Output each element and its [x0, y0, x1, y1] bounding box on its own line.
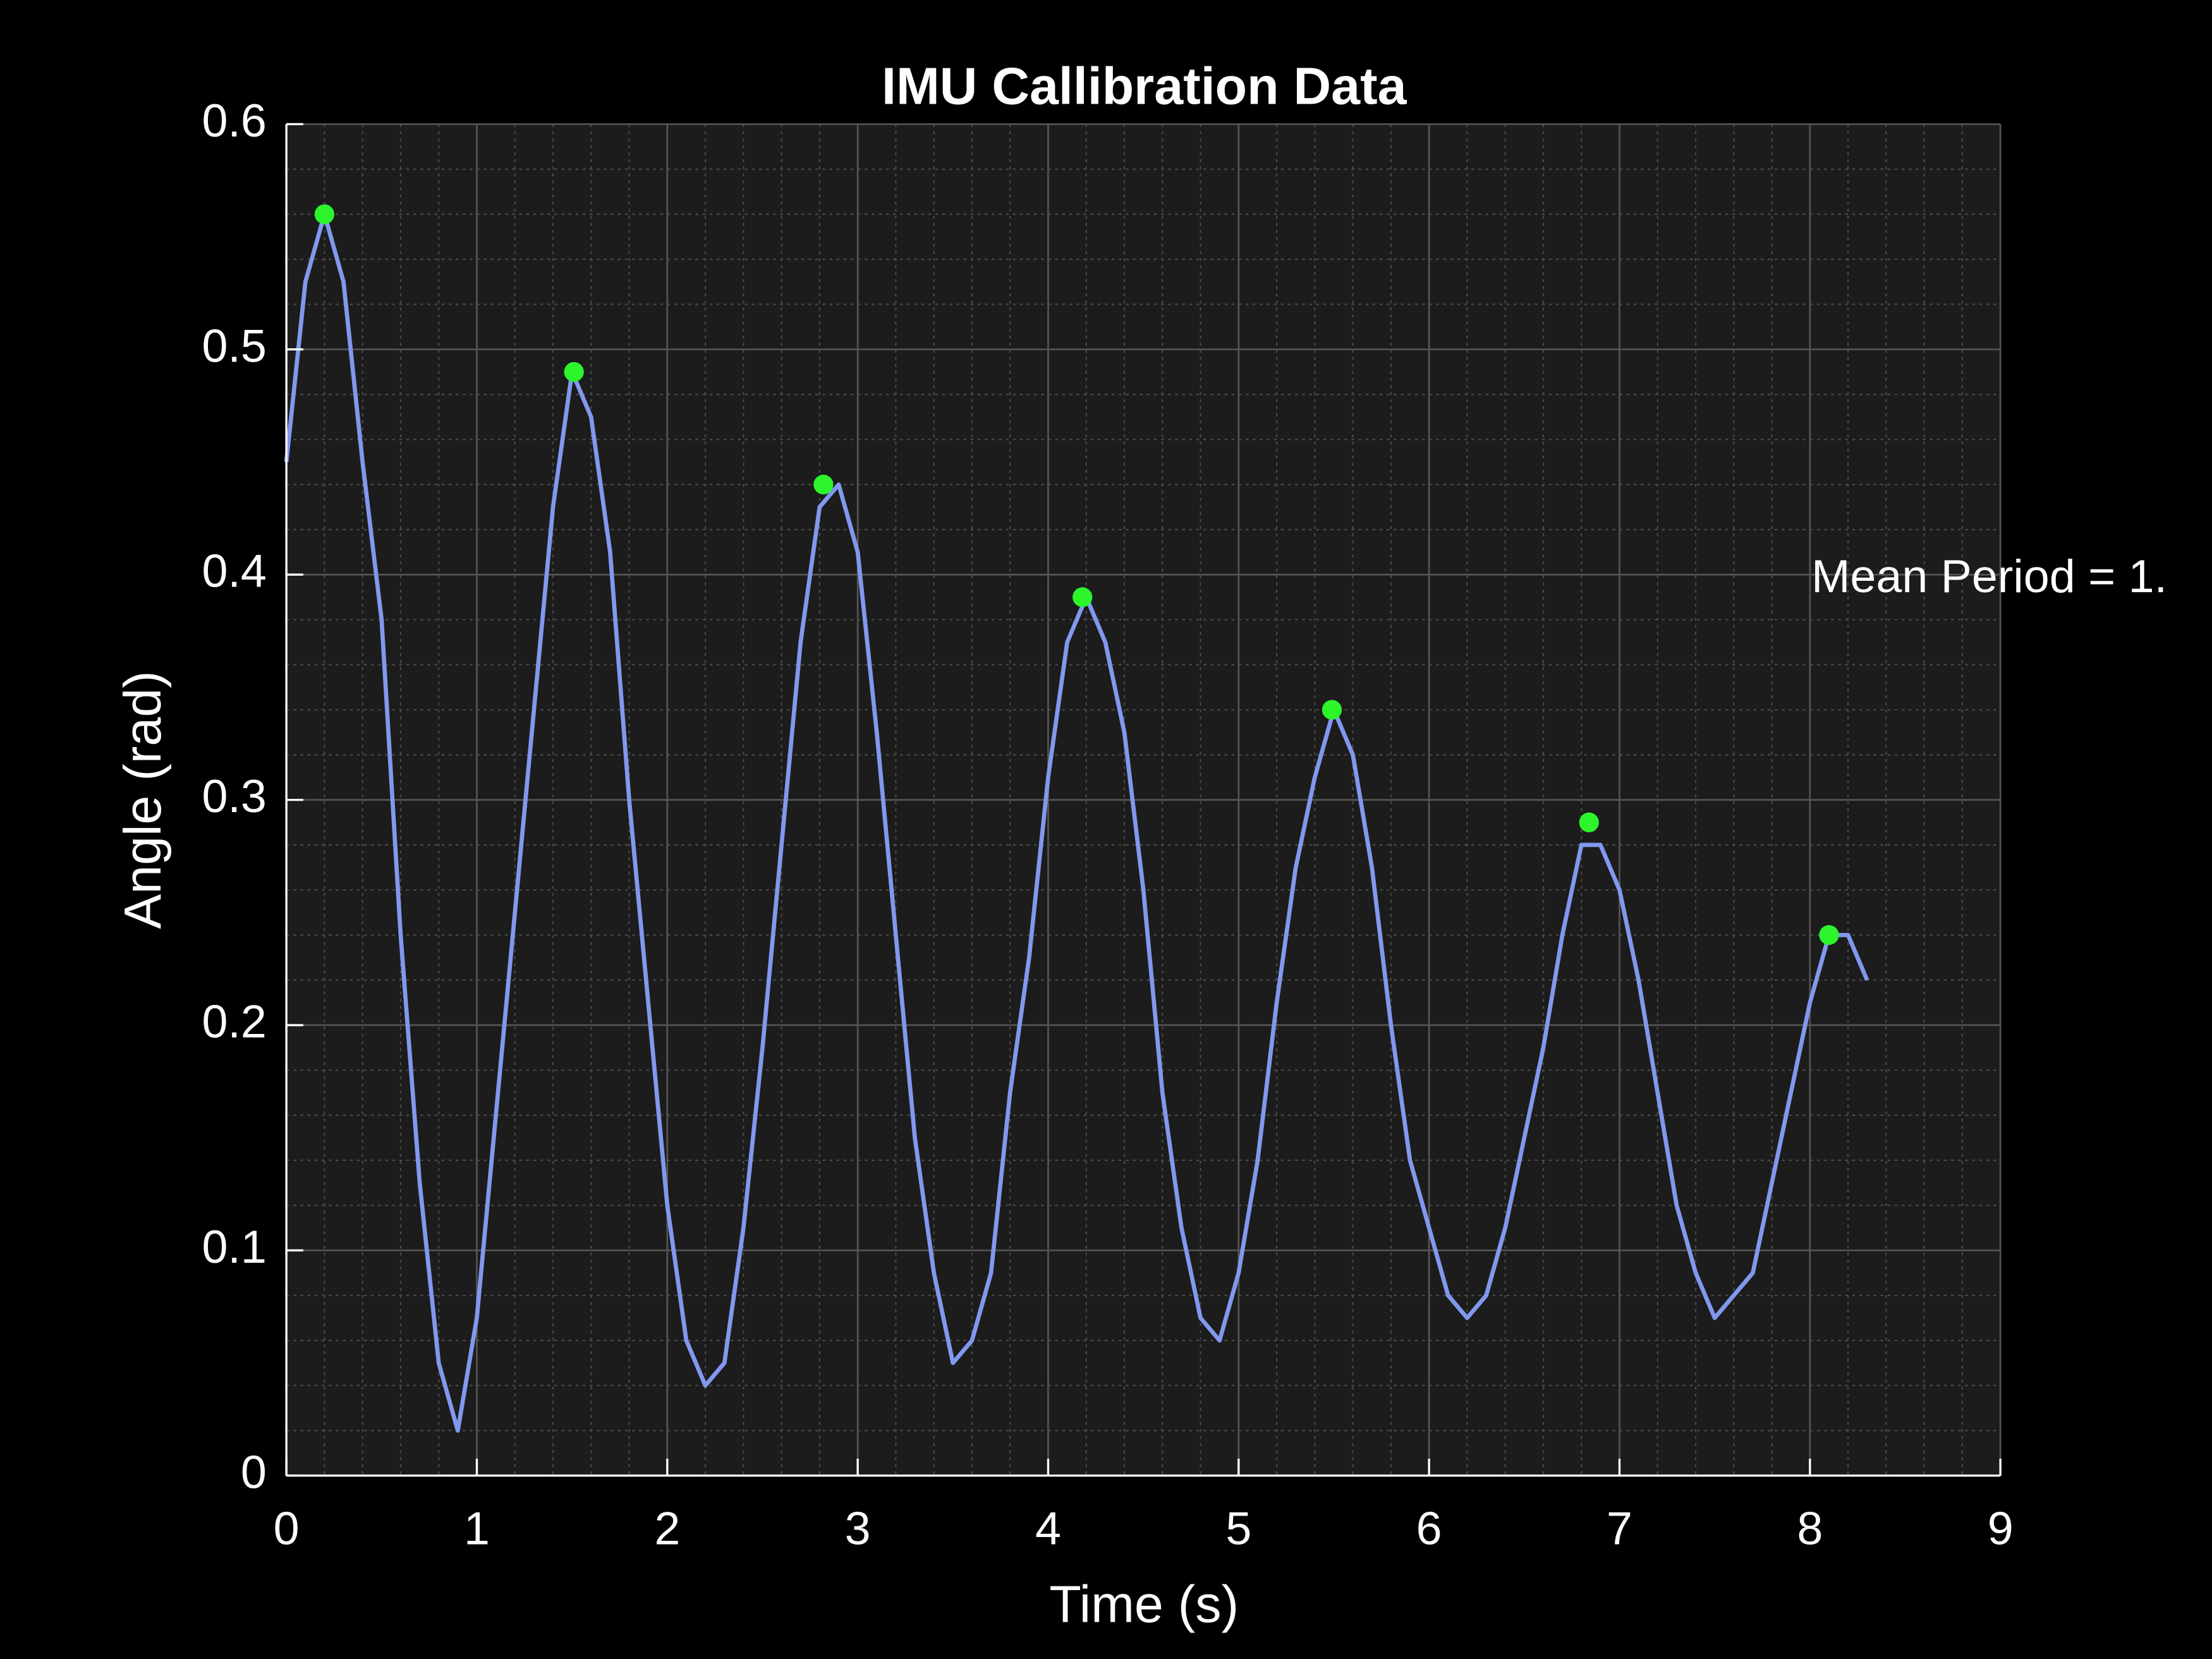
- x-axis-label: Time (s): [1049, 1575, 1239, 1633]
- peak-marker: [314, 204, 335, 224]
- x-tick-label: 0: [274, 1502, 300, 1555]
- x-tick-label: 7: [1607, 1502, 1632, 1555]
- peak-marker: [1579, 812, 1599, 832]
- peak-marker: [1819, 925, 1839, 945]
- y-tick-label: 0.2: [202, 995, 266, 1047]
- peak-marker: [813, 475, 834, 495]
- data-line: [284, 212, 1869, 1433]
- y-axis-label: Angle (rad): [114, 671, 172, 929]
- marks: [284, 204, 1869, 1433]
- annotation: Mean Period = 1.: [1811, 550, 2167, 602]
- x-tick-label: 4: [1035, 1502, 1061, 1555]
- axes: 0 1 2 3 4 5 6 7 8 9 0 0.1 0.2 0.3 0.4 0.5 0.6: [202, 94, 2013, 1555]
- y-tick-label: 0.3: [202, 770, 266, 822]
- x-tick-label: 6: [1416, 1502, 1442, 1555]
- y-tick-label: 0.5: [202, 319, 266, 372]
- y-tick-label: 0.4: [202, 545, 266, 597]
- peak-marker: [1073, 587, 1093, 607]
- peak-marker: [1322, 700, 1342, 720]
- y-tick-label: 0.6: [202, 94, 266, 147]
- x-tick-label: 5: [1225, 1502, 1251, 1555]
- x-tick-label: 8: [1797, 1502, 1823, 1555]
- x-tick-label: 1: [464, 1502, 490, 1555]
- y-tick-label: 0: [241, 1445, 267, 1498]
- chart-title: IMU Callibration Data: [882, 58, 1407, 116]
- x-tick-label: 9: [1988, 1502, 2014, 1555]
- x-tick-label: 3: [845, 1502, 871, 1555]
- peak-marker: [564, 362, 584, 382]
- x-tick-label: 2: [654, 1502, 680, 1555]
- y-tick-label: 0.1: [202, 1220, 266, 1273]
